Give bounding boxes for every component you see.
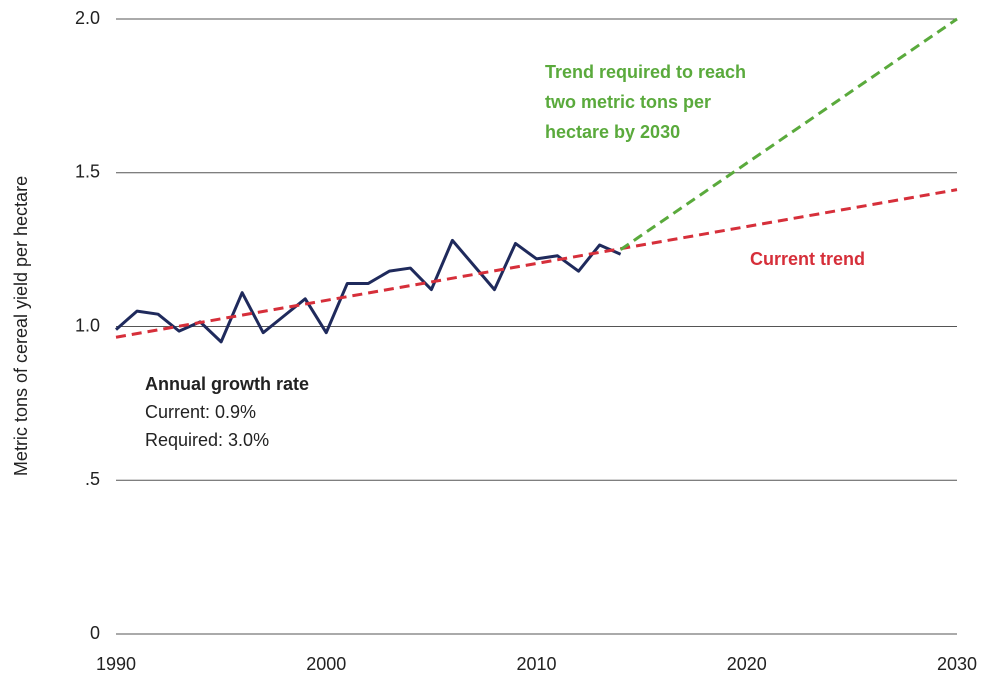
y-axis-label: Metric tons of cereal yield per hectare bbox=[11, 176, 31, 476]
annotation: Current: 0.9% bbox=[145, 402, 256, 422]
x-tick-label: 2010 bbox=[516, 654, 556, 674]
annotation: Required: 3.0% bbox=[145, 430, 269, 450]
annotation: Trend required to reach bbox=[545, 62, 746, 82]
x-tick-label: 2000 bbox=[306, 654, 346, 674]
y-tick-label: .5 bbox=[85, 469, 100, 489]
annotation: hectare by 2030 bbox=[545, 122, 680, 142]
annotation: Annual growth rate bbox=[145, 374, 309, 394]
x-tick-label: 2030 bbox=[937, 654, 977, 674]
annotation: Current trend bbox=[750, 249, 865, 269]
y-tick-label: 2.0 bbox=[75, 8, 100, 28]
y-tick-label: 0 bbox=[90, 623, 100, 643]
y-tick-label: 1.0 bbox=[75, 315, 100, 335]
annotation: two metric tons per bbox=[545, 92, 711, 112]
x-tick-label: 1990 bbox=[96, 654, 136, 674]
x-tick-label: 2020 bbox=[727, 654, 767, 674]
trend-line bbox=[619, 17, 958, 251]
trend-line bbox=[115, 188, 958, 339]
y-tick-label: 1.5 bbox=[75, 162, 100, 182]
